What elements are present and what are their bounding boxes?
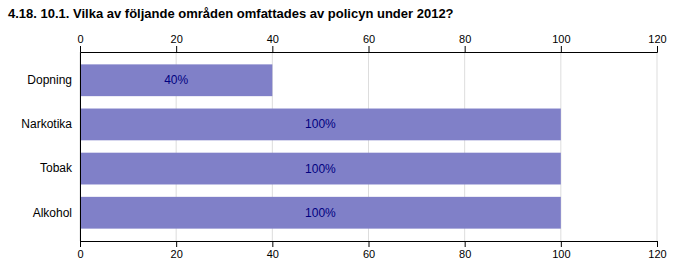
tick-label: 100 bbox=[552, 248, 570, 260]
tick: 100 bbox=[552, 241, 570, 260]
bar bbox=[80, 109, 561, 141]
tick-label: 120 bbox=[648, 248, 666, 260]
tick-label: 120 bbox=[648, 33, 666, 45]
tick: 40 bbox=[267, 33, 279, 52]
tick: 20 bbox=[171, 33, 183, 52]
data-label: 100% bbox=[305, 162, 336, 176]
tick-mark bbox=[272, 46, 273, 52]
tick-label: 100 bbox=[552, 33, 570, 45]
tick: 0 bbox=[77, 241, 83, 260]
tick-mark bbox=[369, 46, 370, 52]
tick: Dopning bbox=[27, 73, 72, 87]
tick-label: 80 bbox=[459, 248, 471, 260]
grid-line bbox=[657, 52, 658, 241]
tick-label: 60 bbox=[363, 33, 375, 45]
tick: Alkohol bbox=[33, 206, 72, 220]
x-axis-top: 0 20 40 60 80 100 120 bbox=[77, 33, 666, 53]
grid bbox=[80, 52, 657, 241]
tick-label: 40 bbox=[267, 248, 279, 260]
tick: 60 bbox=[363, 33, 375, 52]
tick-mark bbox=[561, 241, 562, 247]
bars bbox=[80, 64, 561, 228]
tick: 20 bbox=[171, 241, 183, 260]
tick: 100 bbox=[552, 33, 570, 52]
chart: 4.18. 10.1. Vilka av följande områden om… bbox=[0, 0, 681, 267]
tick-mark bbox=[80, 46, 81, 52]
tick: 80 bbox=[459, 241, 471, 260]
tick: 60 bbox=[363, 241, 375, 260]
tick-mark bbox=[465, 46, 466, 52]
tick-mark bbox=[465, 241, 466, 247]
bar bbox=[80, 153, 561, 185]
bar bbox=[80, 197, 561, 229]
tick: 0 bbox=[77, 33, 83, 52]
axis-line bbox=[80, 53, 81, 242]
title: 4.18. 10.1. Vilka av följande områden om… bbox=[8, 6, 454, 21]
tick-mark bbox=[561, 46, 562, 52]
tick-label: 80 bbox=[459, 33, 471, 45]
tick-label: 0 bbox=[77, 248, 83, 260]
tick-mark bbox=[176, 241, 177, 247]
data-label: 100% bbox=[305, 117, 336, 131]
tick-label: Dopning bbox=[27, 73, 72, 87]
tick-label: 20 bbox=[171, 248, 183, 260]
data-label: 100% bbox=[305, 206, 336, 220]
axis-line bbox=[81, 242, 658, 248]
tick: Tobak bbox=[40, 161, 73, 175]
data-label: 40% bbox=[164, 73, 188, 87]
data-labels: 100% 100% 100% 40% bbox=[164, 73, 336, 219]
tick-label: 0 bbox=[77, 33, 83, 45]
tick-label: Alkohol bbox=[33, 206, 72, 220]
tick-label: 40 bbox=[267, 33, 279, 45]
tick-mark bbox=[369, 241, 370, 247]
tick-mark bbox=[657, 241, 658, 247]
tick-label: Narkotika bbox=[21, 117, 72, 131]
x-axis: 0 20 40 60 80 100 120 bbox=[77, 241, 666, 260]
tick-mark bbox=[80, 241, 81, 247]
tick: 40 bbox=[267, 241, 279, 260]
plot: 100% 100% 100% 40% 0 20 40 60 80 100 120 0 20 40 60 80 1… bbox=[21, 33, 666, 260]
tick-mark bbox=[272, 241, 273, 247]
tick: 120 bbox=[648, 241, 666, 260]
bar bbox=[80, 64, 272, 96]
tick: 120 bbox=[648, 33, 666, 52]
y-axis: Alkohol Tobak Narkotika Dopning bbox=[21, 53, 80, 242]
tick-label: 60 bbox=[363, 248, 375, 260]
axis-line bbox=[81, 46, 658, 53]
tick: Narkotika bbox=[21, 117, 72, 131]
tick-mark bbox=[176, 46, 177, 52]
tick-label: 20 bbox=[171, 33, 183, 45]
tick-label: Tobak bbox=[40, 161, 73, 175]
tick: 80 bbox=[459, 33, 471, 52]
tick-mark bbox=[657, 46, 658, 52]
grid-line bbox=[80, 52, 81, 241]
